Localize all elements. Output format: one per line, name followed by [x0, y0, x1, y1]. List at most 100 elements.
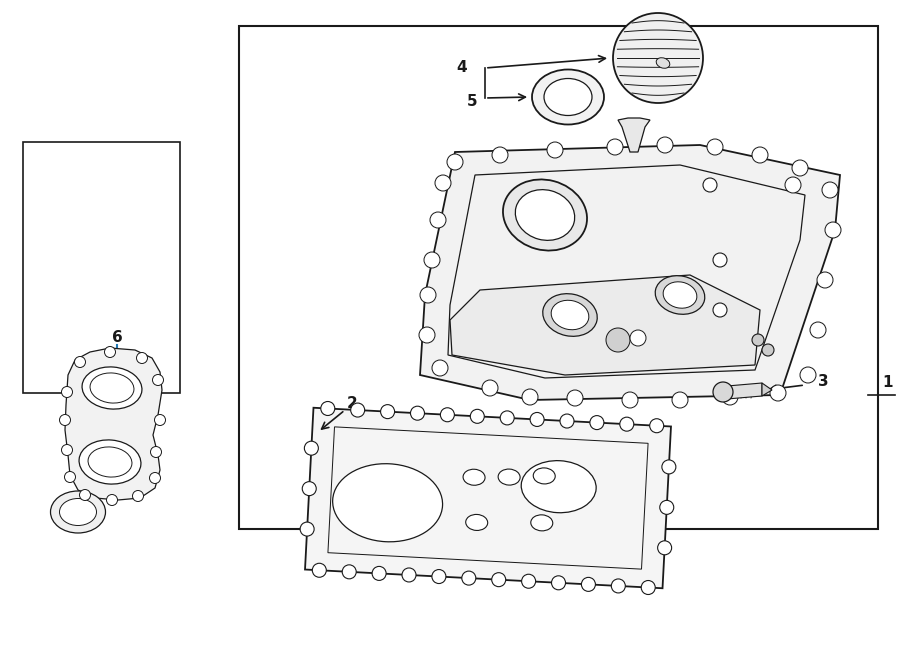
Circle shape [471, 409, 484, 423]
Circle shape [552, 576, 565, 590]
Circle shape [762, 344, 774, 356]
Circle shape [351, 403, 364, 417]
Circle shape [59, 414, 70, 426]
Polygon shape [305, 408, 671, 588]
Circle shape [560, 414, 574, 428]
Ellipse shape [656, 58, 670, 68]
Circle shape [65, 471, 76, 483]
Circle shape [302, 482, 316, 496]
Circle shape [522, 574, 536, 588]
Circle shape [770, 385, 786, 401]
Circle shape [432, 360, 448, 376]
Circle shape [61, 444, 73, 455]
Circle shape [800, 367, 816, 383]
Circle shape [822, 182, 838, 198]
Ellipse shape [532, 69, 604, 124]
Ellipse shape [82, 367, 142, 409]
Circle shape [672, 392, 688, 408]
Circle shape [500, 411, 514, 425]
Circle shape [752, 147, 768, 163]
Text: 3: 3 [818, 375, 829, 389]
Ellipse shape [655, 276, 705, 314]
Circle shape [312, 563, 327, 577]
Circle shape [430, 212, 446, 228]
Circle shape [722, 389, 738, 405]
Circle shape [530, 412, 544, 426]
Circle shape [581, 577, 596, 592]
Circle shape [817, 272, 833, 288]
Circle shape [611, 579, 625, 593]
Ellipse shape [531, 515, 553, 531]
Circle shape [713, 382, 733, 402]
Circle shape [155, 414, 166, 426]
Circle shape [660, 500, 674, 514]
Polygon shape [727, 383, 762, 399]
Ellipse shape [516, 190, 575, 241]
Circle shape [149, 473, 160, 483]
Circle shape [320, 401, 335, 416]
Circle shape [752, 334, 764, 346]
Circle shape [703, 178, 717, 192]
Polygon shape [450, 275, 760, 375]
Text: 6: 6 [112, 330, 122, 346]
Circle shape [447, 154, 463, 170]
Bar [22, 142, 180, 393]
Polygon shape [618, 118, 650, 152]
Text: 5: 5 [466, 93, 477, 108]
Circle shape [410, 407, 425, 420]
Circle shape [613, 13, 703, 103]
Circle shape [713, 303, 727, 317]
Circle shape [104, 346, 115, 358]
Circle shape [342, 565, 356, 579]
Bar [238, 26, 878, 529]
Circle shape [707, 139, 723, 155]
Circle shape [61, 387, 73, 397]
Polygon shape [420, 145, 840, 400]
Circle shape [482, 380, 498, 396]
Ellipse shape [521, 461, 596, 513]
Ellipse shape [543, 293, 598, 336]
Circle shape [630, 330, 646, 346]
Ellipse shape [503, 179, 587, 251]
Ellipse shape [663, 282, 697, 308]
Circle shape [137, 352, 148, 364]
Ellipse shape [533, 468, 555, 484]
Circle shape [420, 287, 436, 303]
Circle shape [402, 568, 416, 582]
Ellipse shape [498, 469, 520, 485]
Circle shape [620, 417, 634, 431]
Circle shape [432, 570, 446, 584]
Circle shape [522, 389, 538, 405]
Text: 1: 1 [883, 375, 893, 390]
Circle shape [132, 490, 143, 502]
Circle shape [492, 147, 508, 163]
Circle shape [491, 572, 506, 587]
Circle shape [567, 390, 583, 406]
Circle shape [106, 494, 118, 506]
Circle shape [419, 327, 435, 343]
Circle shape [372, 566, 386, 580]
Circle shape [825, 222, 841, 238]
Circle shape [150, 446, 161, 457]
Ellipse shape [59, 498, 96, 525]
Ellipse shape [88, 447, 132, 477]
Ellipse shape [464, 469, 485, 485]
Circle shape [304, 441, 319, 455]
Circle shape [622, 392, 638, 408]
Polygon shape [65, 348, 162, 500]
Circle shape [607, 139, 623, 155]
Circle shape [381, 405, 394, 418]
Text: 2: 2 [346, 395, 357, 410]
Circle shape [650, 418, 663, 433]
Ellipse shape [544, 79, 592, 116]
Circle shape [424, 252, 440, 268]
Circle shape [79, 490, 91, 500]
Polygon shape [762, 383, 772, 396]
Circle shape [75, 356, 86, 368]
Circle shape [662, 460, 676, 474]
Ellipse shape [90, 373, 134, 403]
Circle shape [435, 175, 451, 191]
Circle shape [713, 253, 727, 267]
Text: 4: 4 [456, 61, 467, 75]
Circle shape [300, 522, 314, 536]
